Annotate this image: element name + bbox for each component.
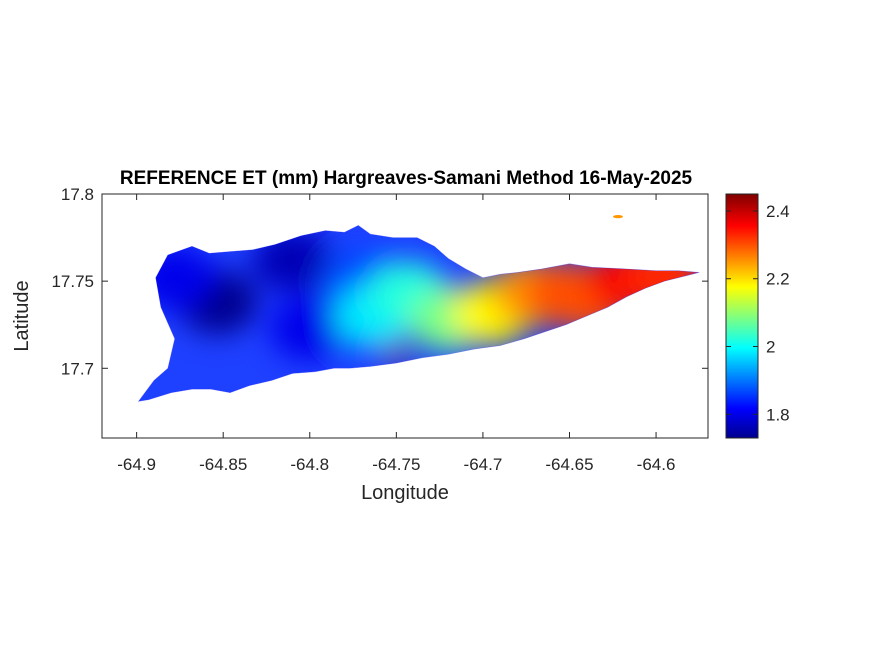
- colorbar-tick-label: 1.8: [766, 405, 790, 424]
- y-axis: 17.7 17.75 17.8: [51, 185, 708, 378]
- y-tick-label: 17.7: [61, 359, 94, 378]
- chart-title: REFERENCE ET (mm) Hargreaves-Samani Meth…: [120, 168, 693, 189]
- colorbar-tick-label: 2.2: [766, 270, 790, 289]
- colorbar-tick-label: 2: [766, 338, 775, 357]
- x-tick-label: -64.6: [637, 455, 676, 474]
- colorbar: [725, 193, 759, 439]
- y-tick-label: 17.75: [51, 272, 94, 291]
- x-tick-label: -64.65: [545, 455, 593, 474]
- x-tick-label: -64.7: [464, 455, 503, 474]
- small-islet: [612, 215, 623, 219]
- x-tick-label: -64.75: [372, 455, 420, 474]
- y-tick-label: 17.8: [61, 185, 94, 204]
- et-field-blob: [380, 346, 413, 363]
- colorbar-axis: 1.8 2 2.2 2.4: [726, 202, 790, 424]
- y-axis-label: Latitude: [11, 280, 33, 351]
- x-tick-label: -64.85: [199, 455, 247, 474]
- colorbar-tick-label: 2.4: [766, 202, 790, 221]
- island-outline: [137, 225, 700, 402]
- et-field-blob: [269, 296, 350, 361]
- x-axis-label: Longitude: [361, 482, 449, 504]
- x-axis: -64.9 -64.85 -64.8 -64.75 -64.7 -64.65 -64.6: [117, 194, 675, 474]
- x-tick-label: -64.8: [290, 455, 329, 474]
- x-tick-label: -64.9: [117, 455, 156, 474]
